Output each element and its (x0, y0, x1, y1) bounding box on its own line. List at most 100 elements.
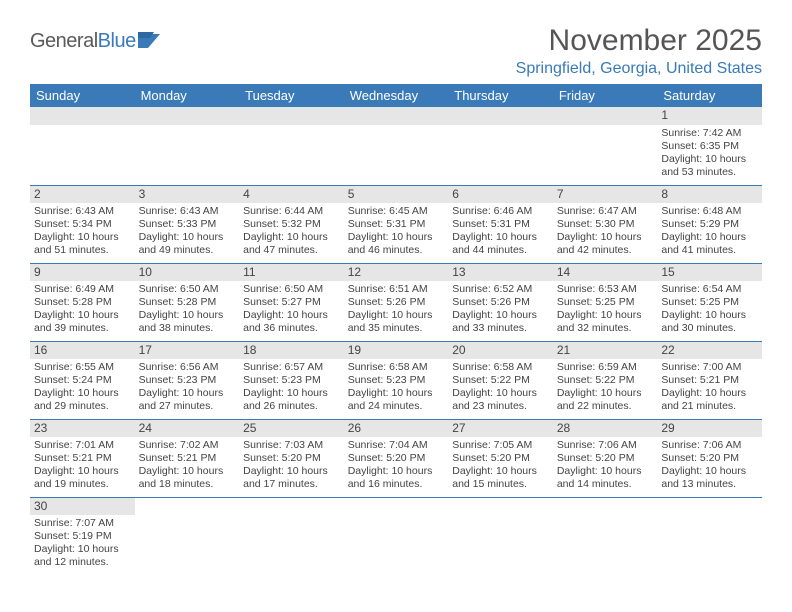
calendar-cell: 24Sunrise: 7:02 AMSunset: 5:21 PMDayligh… (135, 419, 240, 497)
calendar-cell: 5Sunrise: 6:45 AMSunset: 5:31 PMDaylight… (344, 185, 449, 263)
day-number-bar: 19 (344, 342, 449, 360)
calendar-cell: 27Sunrise: 7:05 AMSunset: 5:20 PMDayligh… (448, 419, 553, 497)
day-number-bar: 10 (135, 264, 240, 282)
calendar-row: 30Sunrise: 7:07 AMSunset: 5:19 PMDayligh… (30, 497, 762, 575)
day-body: Sunrise: 6:50 AMSunset: 5:27 PMDaylight:… (239, 281, 344, 339)
day-number-bar (30, 107, 135, 125)
page: GeneralBlue November 2025 Springfield, G… (0, 0, 792, 575)
sunrise-line: Sunrise: 6:58 AM (348, 361, 445, 374)
day-body: Sunrise: 6:48 AMSunset: 5:29 PMDaylight:… (657, 203, 762, 261)
day-number-bar: 25 (239, 420, 344, 438)
sunset-line: Sunset: 5:19 PM (34, 530, 131, 543)
daylight-line: Daylight: 10 hours and 22 minutes. (557, 387, 654, 413)
day-body: Sunrise: 6:44 AMSunset: 5:32 PMDaylight:… (239, 203, 344, 261)
sunrise-line: Sunrise: 7:03 AM (243, 439, 340, 452)
sunrise-line: Sunrise: 7:07 AM (34, 517, 131, 530)
weekday-header: Thursday (448, 84, 553, 107)
calendar-cell: 22Sunrise: 7:00 AMSunset: 5:21 PMDayligh… (657, 341, 762, 419)
sunset-line: Sunset: 5:21 PM (139, 452, 236, 465)
calendar-table: SundayMondayTuesdayWednesdayThursdayFrid… (30, 84, 762, 575)
logo: GeneralBlue (30, 30, 164, 53)
day-body: Sunrise: 6:58 AMSunset: 5:23 PMDaylight:… (344, 359, 449, 417)
day-number-bar: 28 (553, 420, 658, 438)
day-number-bar: 18 (239, 342, 344, 360)
sunset-line: Sunset: 5:30 PM (557, 218, 654, 231)
logo-text: GeneralBlue (30, 30, 136, 53)
sunset-line: Sunset: 5:31 PM (348, 218, 445, 231)
sunset-line: Sunset: 5:26 PM (452, 296, 549, 309)
day-body: Sunrise: 6:49 AMSunset: 5:28 PMDaylight:… (30, 281, 135, 339)
day-body: Sunrise: 7:42 AMSunset: 6:35 PMDaylight:… (657, 125, 762, 183)
calendar-cell (344, 107, 449, 185)
sunset-line: Sunset: 5:22 PM (452, 374, 549, 387)
daylight-line: Daylight: 10 hours and 27 minutes. (139, 387, 236, 413)
day-body: Sunrise: 6:43 AMSunset: 5:33 PMDaylight:… (135, 203, 240, 261)
daylight-line: Daylight: 10 hours and 38 minutes. (139, 309, 236, 335)
daylight-line: Daylight: 10 hours and 44 minutes. (452, 231, 549, 257)
calendar-cell: 29Sunrise: 7:06 AMSunset: 5:20 PMDayligh… (657, 419, 762, 497)
day-number-bar: 2 (30, 186, 135, 204)
daylight-line: Daylight: 10 hours and 23 minutes. (452, 387, 549, 413)
calendar-cell (30, 107, 135, 185)
day-number-bar: 23 (30, 420, 135, 438)
sunrise-line: Sunrise: 6:48 AM (661, 205, 758, 218)
calendar-cell: 13Sunrise: 6:52 AMSunset: 5:26 PMDayligh… (448, 263, 553, 341)
day-number-bar: 8 (657, 186, 762, 204)
sunrise-line: Sunrise: 6:58 AM (452, 361, 549, 374)
day-body: Sunrise: 7:01 AMSunset: 5:21 PMDaylight:… (30, 437, 135, 495)
sunrise-line: Sunrise: 6:50 AM (243, 283, 340, 296)
calendar-cell: 1Sunrise: 7:42 AMSunset: 6:35 PMDaylight… (657, 107, 762, 185)
day-number-bar: 7 (553, 186, 658, 204)
calendar-row: 1Sunrise: 7:42 AMSunset: 6:35 PMDaylight… (30, 107, 762, 185)
sunset-line: Sunset: 5:22 PM (557, 374, 654, 387)
weekday-header: Saturday (657, 84, 762, 107)
day-body: Sunrise: 6:50 AMSunset: 5:28 PMDaylight:… (135, 281, 240, 339)
sunrise-line: Sunrise: 7:06 AM (557, 439, 654, 452)
calendar-row: 23Sunrise: 7:01 AMSunset: 5:21 PMDayligh… (30, 419, 762, 497)
sunrise-line: Sunrise: 6:52 AM (452, 283, 549, 296)
month-title: November 2025 (516, 24, 762, 58)
day-number-bar: 6 (448, 186, 553, 204)
day-number-bar (448, 107, 553, 125)
sunrise-line: Sunrise: 6:47 AM (557, 205, 654, 218)
daylight-line: Daylight: 10 hours and 42 minutes. (557, 231, 654, 257)
sunrise-line: Sunrise: 7:01 AM (34, 439, 131, 452)
sunrise-line: Sunrise: 7:02 AM (139, 439, 236, 452)
day-number-bar: 14 (553, 264, 658, 282)
day-body: Sunrise: 6:43 AMSunset: 5:34 PMDaylight:… (30, 203, 135, 261)
daylight-line: Daylight: 10 hours and 53 minutes. (661, 153, 758, 179)
calendar-row: 9Sunrise: 6:49 AMSunset: 5:28 PMDaylight… (30, 263, 762, 341)
sunset-line: Sunset: 5:26 PM (348, 296, 445, 309)
day-body: Sunrise: 6:55 AMSunset: 5:24 PMDaylight:… (30, 359, 135, 417)
calendar-cell (135, 107, 240, 185)
weekday-header: Sunday (30, 84, 135, 107)
day-body: Sunrise: 7:05 AMSunset: 5:20 PMDaylight:… (448, 437, 553, 495)
day-body: Sunrise: 7:04 AMSunset: 5:20 PMDaylight:… (344, 437, 449, 495)
daylight-line: Daylight: 10 hours and 13 minutes. (661, 465, 758, 491)
title-block: November 2025 Springfield, Georgia, Unit… (516, 24, 762, 78)
sunrise-line: Sunrise: 6:53 AM (557, 283, 654, 296)
daylight-line: Daylight: 10 hours and 12 minutes. (34, 543, 131, 569)
calendar-cell: 30Sunrise: 7:07 AMSunset: 5:19 PMDayligh… (30, 497, 135, 575)
daylight-line: Daylight: 10 hours and 49 minutes. (139, 231, 236, 257)
sunset-line: Sunset: 5:34 PM (34, 218, 131, 231)
daylight-line: Daylight: 10 hours and 24 minutes. (348, 387, 445, 413)
day-body: Sunrise: 6:46 AMSunset: 5:31 PMDaylight:… (448, 203, 553, 261)
calendar-cell (239, 497, 344, 575)
day-body: Sunrise: 6:58 AMSunset: 5:22 PMDaylight:… (448, 359, 553, 417)
sunrise-line: Sunrise: 6:57 AM (243, 361, 340, 374)
day-number-bar (344, 107, 449, 125)
calendar-cell: 25Sunrise: 7:03 AMSunset: 5:20 PMDayligh… (239, 419, 344, 497)
day-number-bar: 13 (448, 264, 553, 282)
calendar-cell: 19Sunrise: 6:58 AMSunset: 5:23 PMDayligh… (344, 341, 449, 419)
location: Springfield, Georgia, United States (516, 60, 762, 78)
sunrise-line: Sunrise: 6:55 AM (34, 361, 131, 374)
sunrise-line: Sunrise: 6:44 AM (243, 205, 340, 218)
calendar-cell: 20Sunrise: 6:58 AMSunset: 5:22 PMDayligh… (448, 341, 553, 419)
daylight-line: Daylight: 10 hours and 14 minutes. (557, 465, 654, 491)
calendar-cell: 2Sunrise: 6:43 AMSunset: 5:34 PMDaylight… (30, 185, 135, 263)
day-number-bar: 30 (30, 498, 135, 516)
day-body: Sunrise: 6:53 AMSunset: 5:25 PMDaylight:… (553, 281, 658, 339)
day-number-bar: 20 (448, 342, 553, 360)
daylight-line: Daylight: 10 hours and 29 minutes. (34, 387, 131, 413)
